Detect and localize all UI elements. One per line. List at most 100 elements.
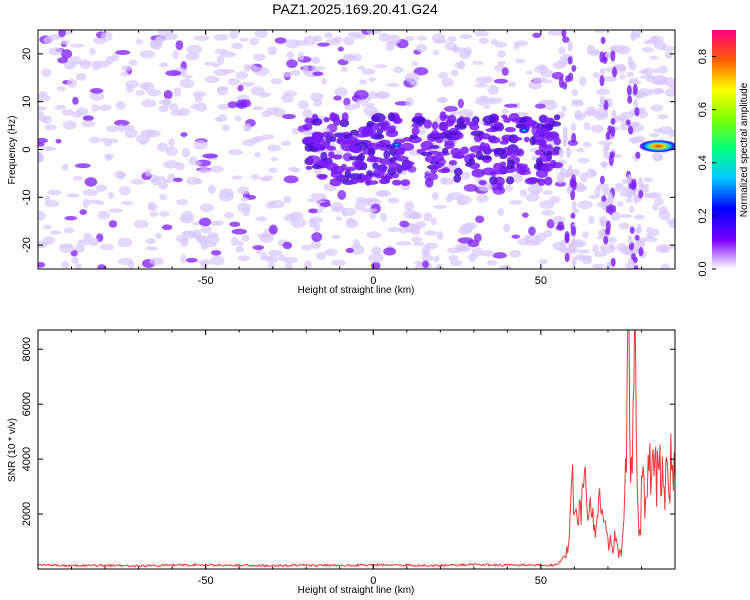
heatmap-cell — [262, 175, 274, 181]
heatmap-cell — [283, 195, 292, 204]
heatmap-cell — [193, 35, 210, 41]
heatmap-cell — [383, 247, 397, 256]
heatmap-cell — [387, 112, 395, 122]
heatmap-cell — [241, 234, 250, 242]
heatmap-cell — [165, 70, 182, 77]
heatmap-cell — [71, 256, 79, 264]
heatmap-cell — [460, 146, 469, 155]
heatmap-cell — [539, 79, 553, 84]
heatmap-cell — [565, 146, 571, 159]
heatmap-cell — [535, 127, 550, 135]
heatmap-cell — [459, 33, 473, 40]
heatmap-cell — [348, 173, 363, 180]
heatmap-cell — [354, 200, 367, 211]
heatmap-cell — [421, 254, 434, 262]
heatmap-cell — [582, 231, 590, 239]
heatmap-cell — [139, 82, 150, 90]
heatmap-ytick-label: 20 — [21, 48, 33, 60]
heatmap-cell — [448, 160, 458, 166]
heatmap-cell — [280, 140, 291, 147]
heatmap-cell — [424, 177, 434, 188]
heatmap-cell — [480, 133, 491, 140]
heatmap-cell — [521, 212, 529, 218]
heatmap-cell — [130, 178, 145, 185]
heatmap-cell — [567, 139, 579, 147]
heatmap-cell — [291, 167, 301, 173]
heatmap-cell — [364, 178, 372, 186]
heatmap-cell — [652, 204, 659, 211]
heatmap-cell — [553, 137, 562, 146]
heatmap-cell — [519, 189, 527, 197]
heatmap-cell — [61, 163, 69, 171]
heatmap-cell — [181, 210, 194, 221]
heatmap-cell — [265, 255, 279, 264]
heatmap-cell — [169, 103, 179, 112]
heatmap-cell — [346, 217, 355, 226]
heatmap-cell — [436, 231, 444, 241]
heatmap-cell — [436, 97, 449, 103]
heatmap-cell — [198, 217, 212, 227]
heatmap-cell — [77, 239, 90, 246]
heatmap-cell — [210, 255, 225, 266]
heatmap-cell — [447, 114, 457, 125]
heatmap-cell — [645, 227, 654, 233]
heatmap-cell — [235, 246, 245, 253]
colorbar-ticks: 0.0 0.2 0.4 0.6 0.8 — [697, 49, 716, 277]
heatmap-cell — [79, 59, 92, 70]
heatmap-cell — [553, 114, 561, 121]
heatmap-cell — [255, 216, 268, 222]
heatmap-cell — [600, 36, 606, 45]
heatmap-cell — [302, 108, 313, 119]
heatmap-ytick-label: -10 — [21, 189, 33, 205]
heatmap-cell — [526, 192, 540, 202]
snr-ytick-label: 6000 — [21, 392, 33, 416]
heatmap-cell — [324, 248, 338, 257]
heatmap-cell — [115, 49, 131, 55]
heatmap-cell — [411, 212, 422, 220]
heatmap-cell — [335, 216, 342, 221]
heatmap-cell — [438, 72, 449, 79]
heatmap-cell — [479, 95, 490, 103]
heatmap-cell — [435, 132, 446, 138]
heatmap-cell — [337, 46, 344, 52]
heatmap-cell — [627, 235, 633, 245]
heatmap-cell — [635, 30, 641, 37]
heatmap-cell — [243, 123, 252, 132]
heatmap-cell — [649, 55, 658, 60]
heatmap-cell — [332, 154, 343, 160]
heatmap-cell — [69, 43, 85, 48]
heatmap-cell — [361, 102, 376, 108]
heatmap-cell — [411, 127, 420, 136]
heatmap-cell — [453, 167, 463, 176]
heatmap-cell — [609, 243, 615, 251]
heatmap-cell — [588, 194, 600, 199]
heatmap-cell — [217, 113, 228, 122]
heatmap-cell — [587, 49, 601, 56]
heatmap-cell — [443, 105, 458, 112]
heatmap-cell — [650, 104, 664, 112]
heatmap-cell — [313, 98, 323, 107]
heatmap-cell — [60, 40, 71, 45]
heatmap-cell — [227, 149, 243, 156]
heatmap-cell — [511, 118, 520, 123]
heatmap-cell — [303, 35, 318, 46]
heatmap-cell — [619, 213, 633, 219]
heatmap-cell — [333, 95, 342, 101]
heatmap-cell — [312, 118, 323, 126]
heatmap-cell — [571, 256, 577, 268]
heatmap-cell — [584, 256, 592, 262]
heatmap-cell — [362, 197, 379, 203]
heatmap-cell — [117, 257, 134, 266]
heatmap-cell — [654, 198, 664, 206]
heatmap-cell — [634, 135, 646, 143]
heatmap-cell — [161, 224, 173, 231]
heatmap-cell — [159, 62, 169, 68]
heatmap-cell — [619, 73, 626, 80]
heatmap-cell — [503, 223, 511, 233]
heatmap-cell — [494, 41, 508, 48]
heatmap-cell — [147, 88, 162, 97]
heatmap-cell — [505, 184, 513, 193]
heatmap-cell — [628, 125, 634, 135]
heatmap-cell — [74, 263, 83, 269]
snr-ytick-label: 4000 — [21, 447, 33, 471]
